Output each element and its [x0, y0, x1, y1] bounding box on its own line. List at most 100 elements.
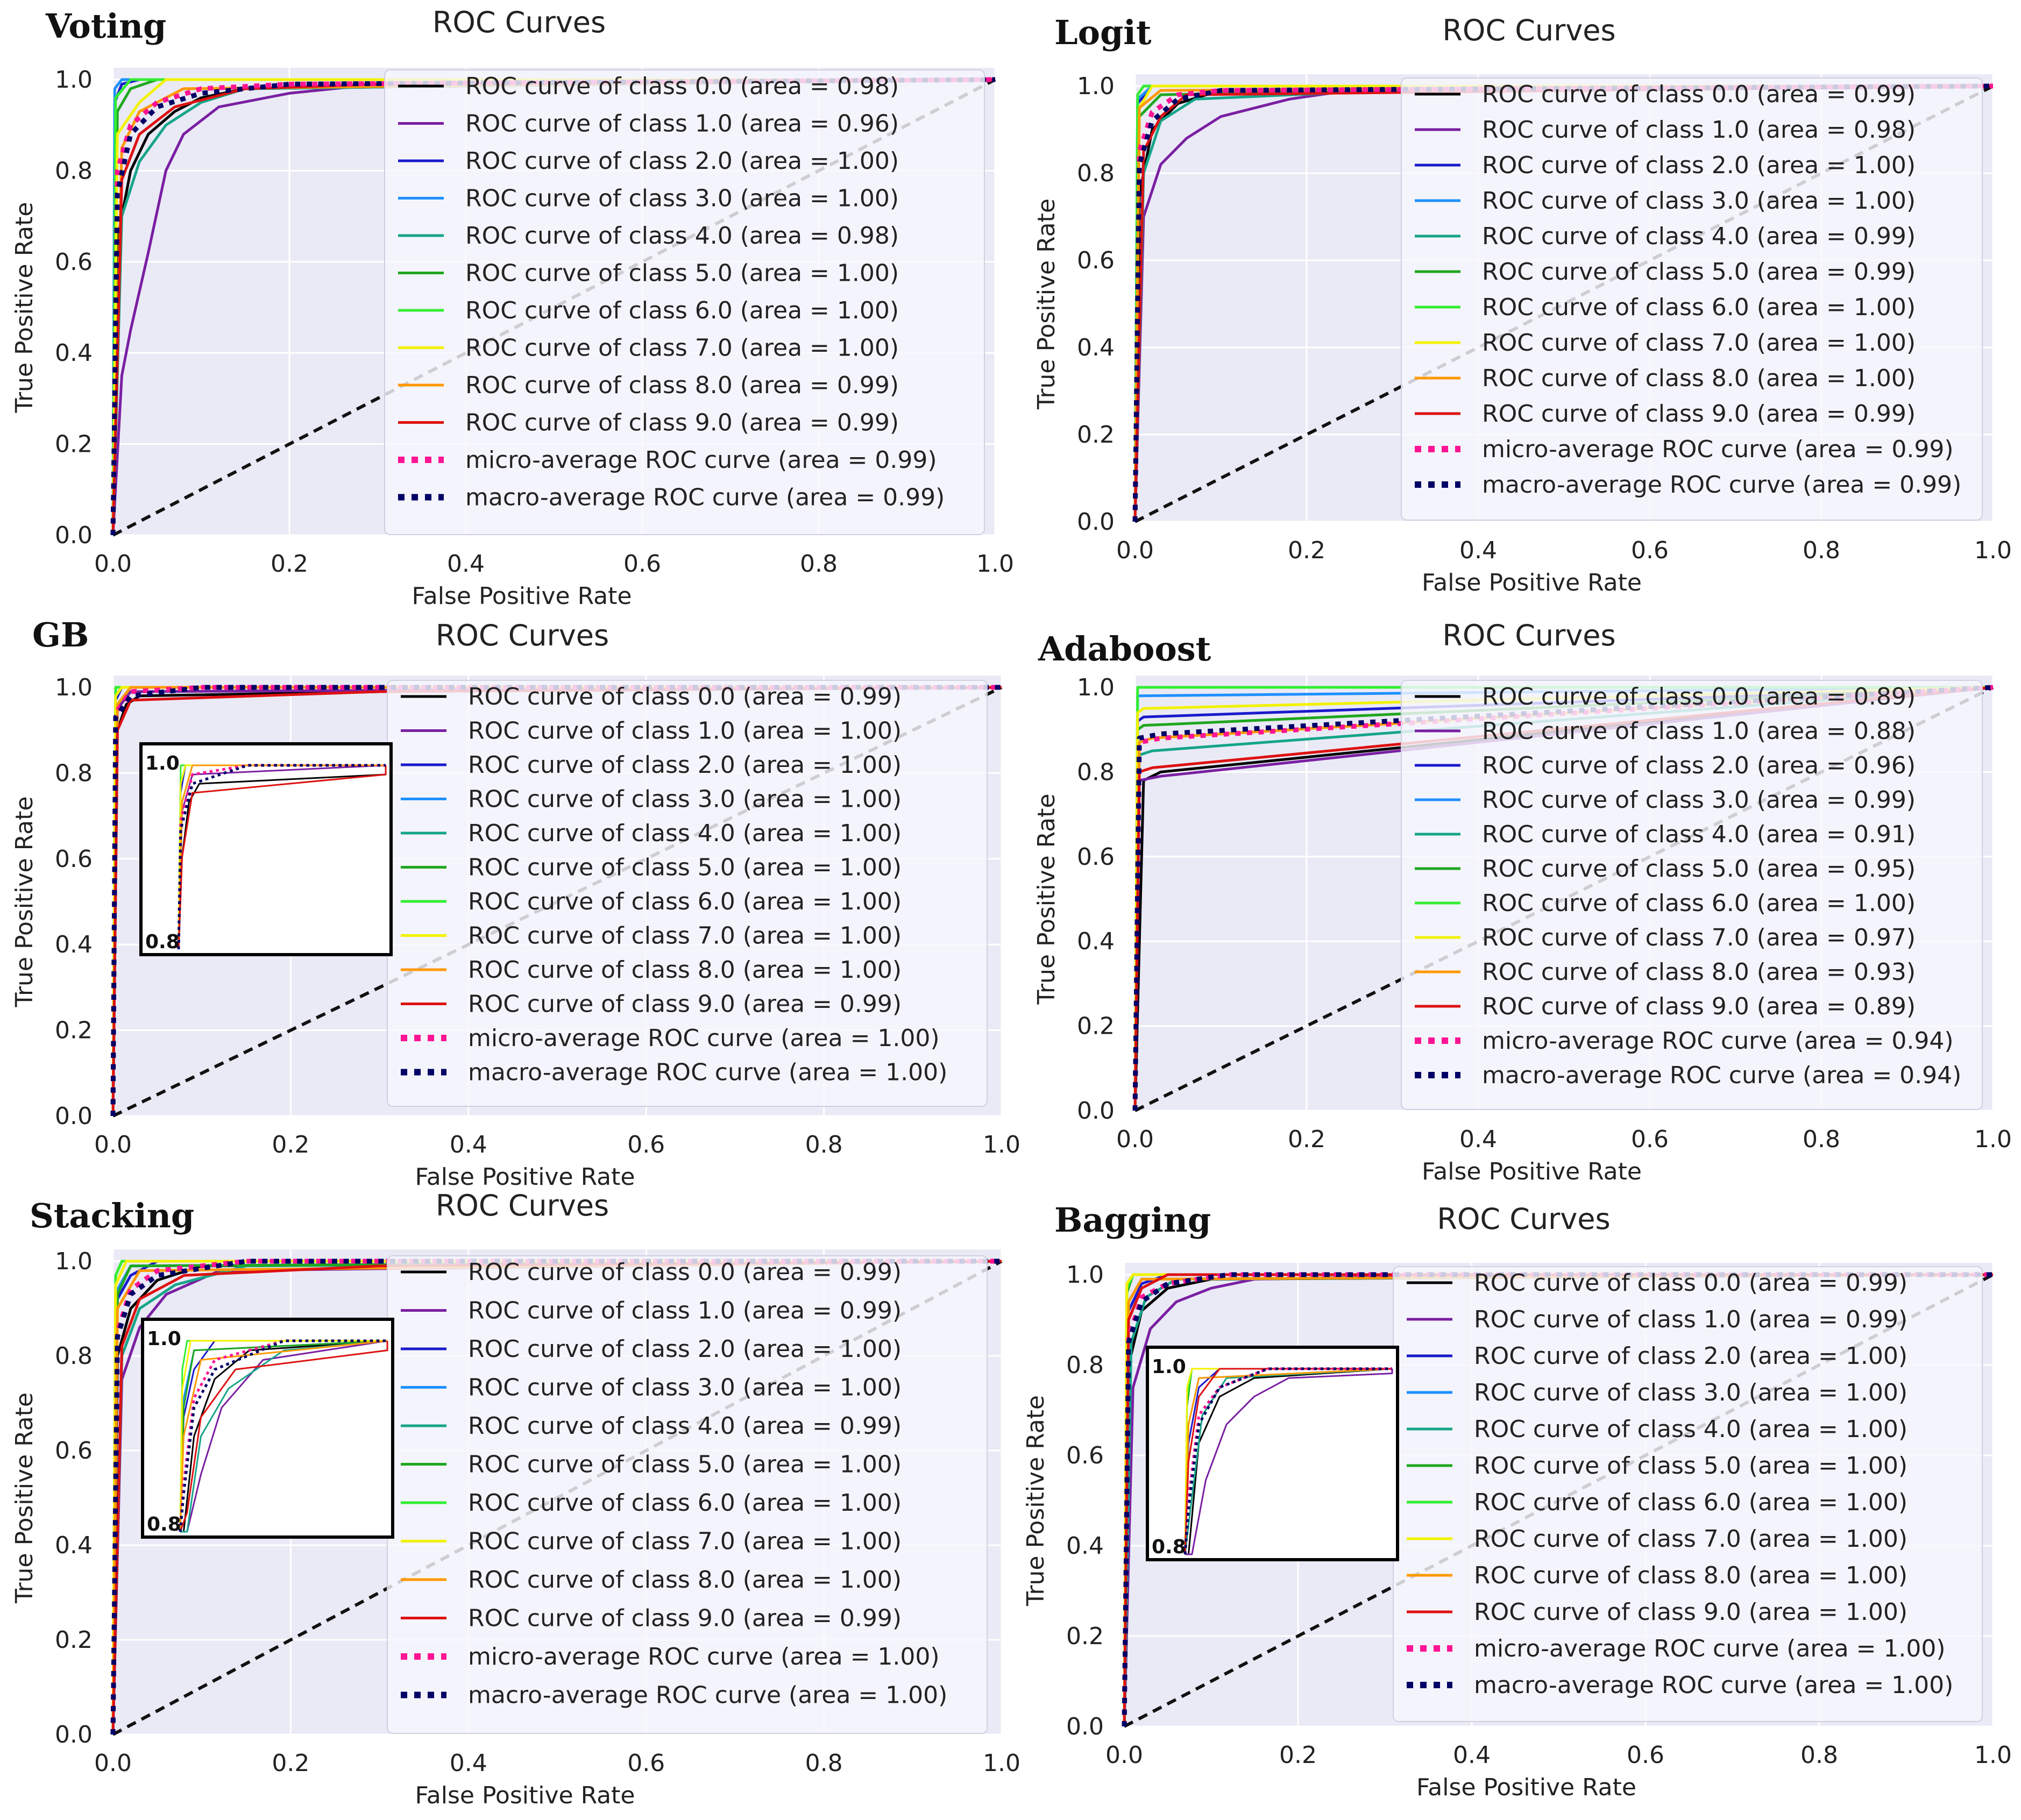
- legend-entry-label: ROC curve of class 3.0 (area = 1.00): [1474, 1379, 1907, 1406]
- y-tick-label: 0.0: [55, 1721, 93, 1748]
- inset-label-bottom: 0.8: [1152, 1536, 1186, 1558]
- x-axis-label: False Positive Rate: [415, 1782, 635, 1809]
- x-axis-label: False Positive Rate: [1422, 569, 1642, 596]
- x-tick-label: 0.4: [1459, 537, 1497, 564]
- x-tick-label: 0.8: [1803, 1126, 1840, 1153]
- x-tick-label: 0.4: [447, 550, 485, 578]
- legend-entry-label: ROC curve of class 6.0 (area = 1.00): [1482, 890, 1916, 917]
- legend-entry-label: ROC curve of class 1.0 (area = 0.96): [465, 110, 899, 138]
- y-tick-label: 1.0: [55, 674, 93, 701]
- legend-entry-label: ROC curve of class 6.0 (area = 1.00): [468, 1489, 902, 1517]
- x-tick-label: 0.8: [805, 1750, 843, 1777]
- legend-entry-label: ROC curve of class 2.0 (area = 1.00): [1482, 152, 1916, 179]
- roc-panel-stacking: 0.0 0.2 0.4 0.6 0.8 1.0 0.0 0.2 0.4 0.6 0.8 1.0 Fals…: [11, 1189, 1020, 1809]
- legend-box: [1401, 77, 1983, 521]
- roc-series-line-11: [1122, 1272, 1993, 1727]
- model-label: Voting: [45, 6, 166, 46]
- x-tick-label: 0.2: [272, 1131, 309, 1158]
- y-tick-label: 0.2: [55, 431, 93, 458]
- legend-entry-label: ROC curve of class 2.0 (area = 1.00): [468, 1335, 902, 1363]
- y-tick-label: 1.0: [1077, 73, 1115, 100]
- legend-entry-label: micro-average ROC curve (area = 0.99): [1482, 436, 1954, 463]
- legend-entry-label: ROC curve of class 1.0 (area = 0.88): [1482, 717, 1916, 745]
- legend-entry-label: ROC curve of class 4.0 (area = 0.91): [1482, 821, 1916, 848]
- y-axis-label: True Positive Rate: [1022, 1395, 1049, 1606]
- chart-title: ROC Curves: [1442, 618, 1615, 652]
- y-tick-label: 0.4: [55, 1532, 93, 1559]
- legend-entry-label: ROC curve of class 1.0 (area = 0.99): [1474, 1306, 1907, 1333]
- x-tick-label: 0.4: [1459, 1126, 1497, 1153]
- y-tick-label: 0.4: [55, 931, 93, 958]
- model-label: Adaboost: [1038, 629, 1211, 669]
- legend-entry-label: ROC curve of class 9.0 (area = 0.89): [1482, 993, 1916, 1020]
- inset-series-line-11: [1183, 1367, 1392, 1555]
- legend-entry-label: ROC curve of class 6.0 (area = 1.00): [1482, 294, 1916, 321]
- x-tick-label: 0.6: [627, 1131, 665, 1158]
- model-label: Bagging: [1054, 1200, 1211, 1240]
- legend-entry-label: macro-average ROC curve (area = 0.99): [1482, 471, 1961, 499]
- inset-label-bottom: 0.8: [145, 931, 180, 953]
- x-tick-label: 0.8: [805, 1131, 843, 1158]
- legend-entry-label: micro-average ROC curve (area = 1.00): [468, 1025, 940, 1052]
- y-tick-label: 1.0: [55, 66, 93, 94]
- legend-entry-label: ROC curve of class 9.0 (area = 0.99): [468, 991, 902, 1018]
- legend-entry-label: ROC curve of class 8.0 (area = 0.93): [1482, 958, 1916, 986]
- y-axis-label: True Positive Rate: [1033, 198, 1060, 410]
- x-axis-label: False Positive Rate: [1416, 1774, 1636, 1801]
- y-tick-label: 0.0: [1066, 1713, 1104, 1740]
- inset-label-bottom: 0.8: [147, 1513, 181, 1535]
- legend-entry-label: ROC curve of class 5.0 (area = 1.00): [1474, 1452, 1907, 1480]
- roc-panel-gb: 0.0 0.2 0.4 0.6 0.8 1.0 0.0 0.2 0.4 0.6 0.8 1.0 Fals…: [11, 615, 1020, 1191]
- legend-entry-label: micro-average ROC curve (area = 1.00): [1474, 1635, 1946, 1662]
- legend-entry-label: ROC curve of class 0.0 (area = 0.99): [1482, 81, 1916, 108]
- chart-title: ROC Curves: [1437, 1202, 1610, 1236]
- legend-entry-label: ROC curve of class 9.0 (area = 0.99): [465, 409, 899, 437]
- legend-entry-label: ROC curve of class 9.0 (area = 0.99): [1482, 400, 1916, 428]
- legend-entry-label: macro-average ROC curve (area = 0.99): [465, 484, 945, 511]
- x-tick-label: 0.0: [94, 1131, 132, 1158]
- x-tick-label: 0.4: [450, 1750, 487, 1777]
- legend-entry-label: ROC curve of class 8.0 (area = 1.00): [468, 956, 902, 984]
- legend-entry-label: ROC curve of class 7.0 (area = 0.97): [1482, 924, 1916, 951]
- legend-entry-label: ROC curve of class 3.0 (area = 1.00): [465, 185, 899, 212]
- y-tick-label: 1.0: [1077, 674, 1115, 701]
- y-tick-label: 0.6: [1077, 843, 1115, 871]
- legend-entry-label: ROC curve of class 5.0 (area = 1.00): [468, 854, 902, 881]
- x-tick-label: 1.0: [983, 1750, 1020, 1777]
- legend-entry-label: macro-average ROC curve (area = 1.00): [468, 1682, 947, 1709]
- y-tick-label: 0.2: [1077, 421, 1115, 449]
- inset-label-top: 1.0: [145, 752, 180, 774]
- legend-entry-label: ROC curve of class 2.0 (area = 0.96): [1482, 752, 1916, 779]
- legend-entry-label: ROC curve of class 0.0 (area = 0.99): [468, 1259, 902, 1286]
- legend-entry-label: ROC curve of class 1.0 (area = 1.00): [468, 717, 902, 745]
- legend-entry-label: ROC curve of class 4.0 (area = 0.99): [468, 1412, 902, 1440]
- model-label: Stacking: [30, 1196, 194, 1235]
- x-axis-label: False Positive Rate: [412, 582, 632, 610]
- inset-series-line-9: [178, 765, 387, 950]
- y-tick-label: 0.0: [1077, 1097, 1115, 1125]
- roc-series-line-11: [110, 77, 996, 536]
- y-tick-label: 0.8: [55, 157, 93, 184]
- roc-panel-logit: 0.0 0.2 0.4 0.6 0.8 1.0 0.0 0.2 0.4 0.6 0.8 1.0 Fals…: [1033, 13, 2012, 596]
- legend-entry-label: ROC curve of class 8.0 (area = 0.99): [465, 372, 899, 399]
- x-tick-label: 0.6: [1631, 1126, 1669, 1153]
- x-tick-label: 1.0: [1974, 1126, 2012, 1153]
- inset-series-line-9: [179, 1341, 388, 1532]
- y-axis-label: True Positive Rate: [11, 202, 38, 414]
- legend-entry-label: ROC curve of class 4.0 (area = 0.99): [1482, 223, 1916, 250]
- roc-panel-bagging: 0.0 0.2 0.4 0.6 0.8 1.0 0.0 0.2 0.4 0.6 0.8 1.0 Fals…: [1022, 1200, 2012, 1801]
- inset-label-top: 1.0: [147, 1328, 181, 1350]
- x-tick-label: 0.2: [1279, 1741, 1317, 1769]
- y-tick-label: 0.4: [1066, 1532, 1104, 1560]
- x-tick-label: 0.0: [1105, 1741, 1143, 1769]
- y-axis-label: True Positive Rate: [1033, 794, 1060, 1005]
- legend-entry-label: ROC curve of class 6.0 (area = 1.00): [468, 888, 902, 915]
- inset-series-line-8: [179, 1340, 388, 1532]
- x-tick-label: 0.6: [623, 550, 661, 578]
- x-tick-label: 0.0: [94, 1750, 132, 1777]
- x-tick-label: 0.0: [94, 550, 132, 578]
- y-tick-label: 0.8: [55, 1342, 93, 1370]
- legend-entry-label: ROC curve of class 5.0 (area = 0.95): [1482, 855, 1916, 883]
- x-tick-label: 0.4: [1453, 1741, 1491, 1769]
- legend-entry-label: ROC curve of class 2.0 (area = 1.00): [465, 147, 899, 175]
